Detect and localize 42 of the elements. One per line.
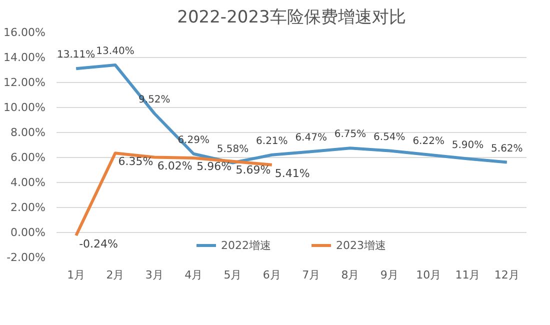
data-label: 5.41% (274, 166, 310, 180)
data-label: 5.69% (236, 163, 271, 176)
x-tick-label: 4月 (184, 268, 203, 282)
y-tick-label: 2.00% (10, 201, 46, 214)
x-tick-label: 9月 (380, 268, 398, 282)
y-tick-label: 12.00% (4, 76, 46, 89)
data-label: 5.58% (216, 144, 249, 155)
line-series (74, 152, 274, 237)
data-label: 13.40% (96, 46, 134, 57)
data-label: 6.22% (412, 136, 444, 147)
data-label: 6.47% (295, 132, 327, 144)
data-label: -0.24% (79, 238, 118, 250)
x-tick-label: 2月 (106, 268, 124, 282)
data-label: 5.90% (452, 140, 484, 151)
y-tick-label: 0.00% (10, 226, 46, 239)
chart-title: 2022-2023车险保费增速对比 (177, 8, 406, 28)
x-tick-label: 6月 (262, 268, 281, 282)
y-tick-label: 6.00% (10, 151, 46, 164)
y-tick-label: 10.00% (4, 101, 46, 114)
y-tick-label: 8.00% (10, 126, 46, 139)
data-label: 6.02% (157, 159, 192, 172)
x-tick-label: 8月 (341, 268, 360, 282)
x-tick-label: 5月 (224, 268, 242, 282)
data-label: 13.11% (57, 50, 96, 61)
legend-label: 2022增速 (221, 238, 271, 252)
x-tick-label: 1月 (67, 268, 86, 282)
data-label: 5.96% (196, 160, 232, 173)
x-tick-label: 11月 (455, 268, 480, 282)
y-tick-label: 14.00% (4, 51, 46, 64)
x-tick-label: 12月 (494, 268, 520, 282)
data-label: 6.35% (118, 155, 154, 168)
y-tick-label: 4.00% (10, 176, 46, 189)
data-label: 6.54% (374, 132, 406, 143)
x-tick-label: 7月 (302, 268, 320, 282)
x-tick-label: 10月 (416, 268, 442, 282)
y-tick-label: -2.00% (6, 251, 46, 264)
data-label: 5.62% (491, 143, 523, 154)
y-tick-label: 16.00% (4, 26, 46, 39)
legend-label: 2023增速 (336, 238, 386, 252)
data-label: 6.21% (256, 136, 288, 147)
x-tick-label: 3月 (145, 268, 164, 282)
data-label: 6.75% (334, 129, 366, 140)
